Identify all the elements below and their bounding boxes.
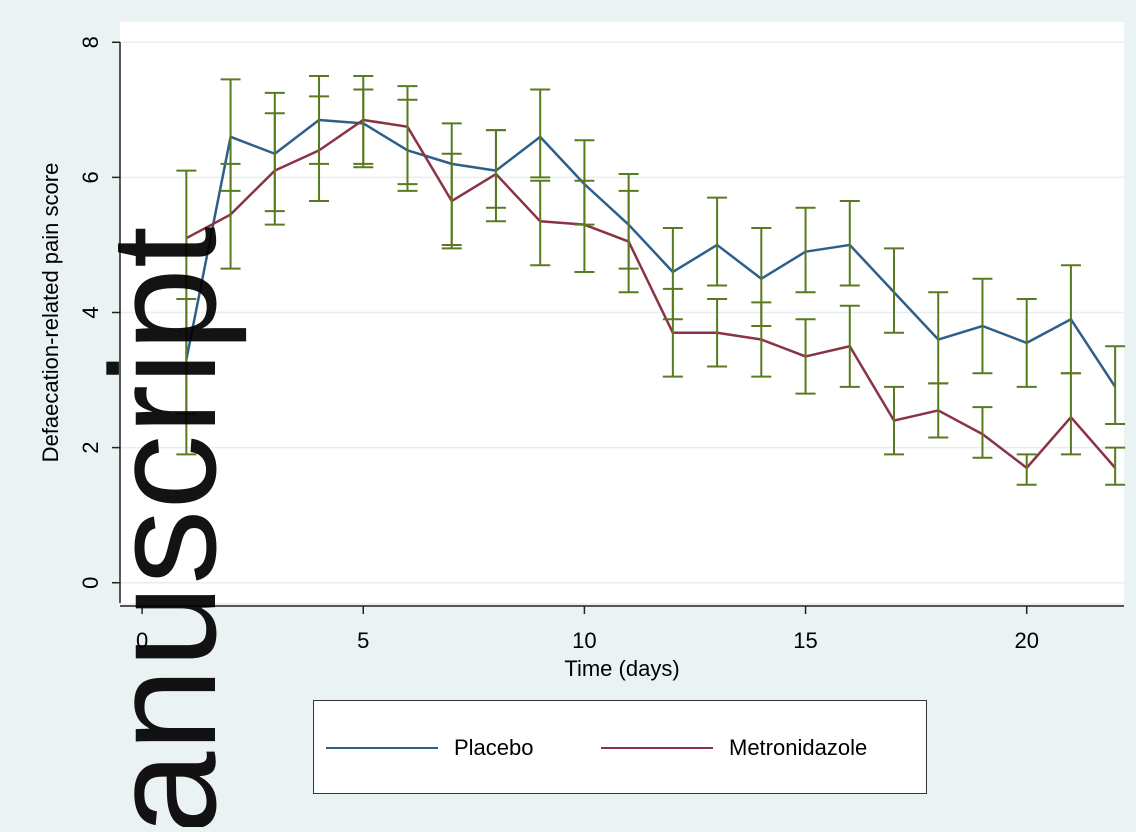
x-tick-label: 5 <box>357 628 369 653</box>
series-line-metronidazole <box>185 118 1117 470</box>
x-tick-label: 10 <box>572 628 596 653</box>
y-tick-label: 0 <box>78 577 103 589</box>
y-axis-label: Defaecation-related pain score <box>38 163 63 463</box>
y-tick-label: 4 <box>78 306 103 318</box>
x-tick-label: 15 <box>793 628 817 653</box>
y-tick-label: 2 <box>78 441 103 453</box>
legend-swatch-placebo <box>326 747 438 749</box>
legend-label-metronidazole: Metronidazole <box>729 735 868 760</box>
x-axis-label: Time (days) <box>564 656 679 681</box>
x-tick-label: 20 <box>1014 628 1038 653</box>
y-tick-label: 6 <box>78 171 103 183</box>
legend-item-placebo: Placebo <box>326 701 534 795</box>
legend-label-placebo: Placebo <box>454 735 534 760</box>
legend: Placebo Metronidazole <box>313 700 927 794</box>
series-line-placebo <box>185 118 1117 388</box>
y-tick-label: 8 <box>78 36 103 48</box>
legend-swatch-metronidazole <box>601 747 713 749</box>
legend-item-metronidazole: Metronidazole <box>601 701 867 795</box>
x-tick-label: 0 <box>136 628 148 653</box>
